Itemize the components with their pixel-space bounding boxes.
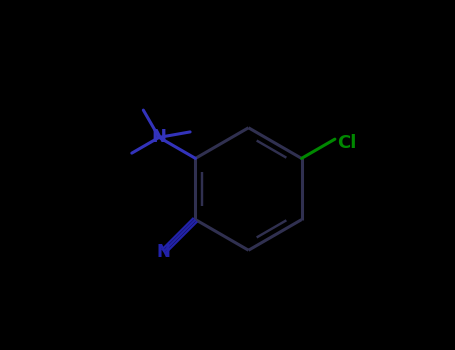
- Text: N: N: [152, 128, 167, 146]
- Text: Cl: Cl: [337, 134, 356, 152]
- Text: N: N: [157, 243, 170, 261]
